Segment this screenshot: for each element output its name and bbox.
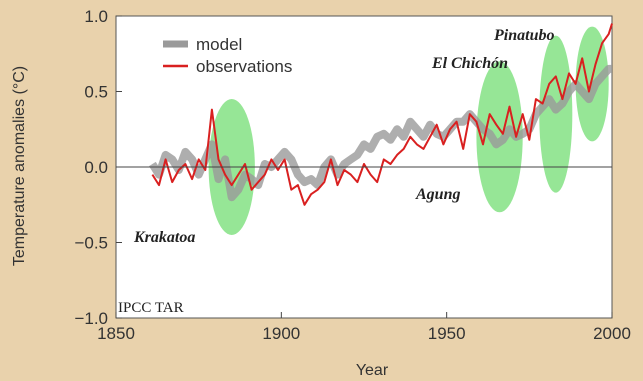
annotation-agung: Agung bbox=[415, 186, 460, 203]
y-tick-label-3: 0.5 bbox=[84, 83, 108, 102]
legend-observations-label: observations bbox=[196, 57, 292, 76]
x-tick-label-1900: 1900 bbox=[262, 324, 300, 343]
eruption-highlight-2 bbox=[539, 35, 573, 193]
annotation-krakatoa: Krakatoa bbox=[133, 229, 195, 246]
x-tick-label-1950: 1950 bbox=[428, 324, 466, 343]
legend: model observations bbox=[163, 35, 292, 76]
eruption-highlight-1 bbox=[476, 61, 523, 213]
y-tick-label-0: −1.0 bbox=[74, 309, 108, 328]
source-label: IPCC TAR bbox=[118, 300, 184, 316]
x-axis: 1850 1900 1950 2000 bbox=[97, 312, 631, 343]
legend-model-label: model bbox=[196, 35, 242, 54]
x-axis-title: Year bbox=[356, 362, 389, 379]
y-axis: −1.0 −0.5 0.0 0.5 1.0 bbox=[74, 7, 122, 328]
x-tick-label-1850: 1850 bbox=[97, 324, 135, 343]
x-tick-label-2000: 2000 bbox=[593, 324, 631, 343]
annotation-el-chichon: El Chichón bbox=[431, 55, 508, 72]
y-tick-label-1: −0.5 bbox=[74, 234, 108, 253]
annotation-pinatubo: Pinatubo bbox=[493, 27, 554, 44]
series-layer bbox=[149, 23, 613, 206]
y-axis-title: Temperature anomalies (°C) bbox=[11, 66, 28, 266]
y-tick-label-4: 1.0 bbox=[84, 7, 108, 26]
series-observations bbox=[151, 23, 613, 206]
y-tick-label-2: 0.0 bbox=[84, 158, 108, 177]
